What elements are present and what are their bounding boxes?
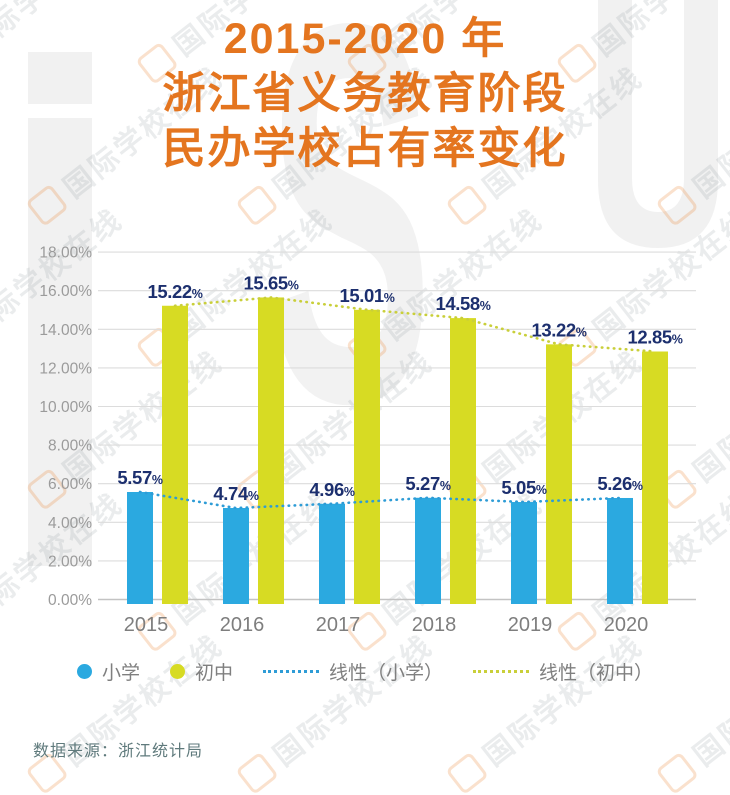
chart-legend: 小学 初中 线性（小学） 线性（初中） (0, 658, 730, 685)
y-axis-tick-label: 8.00% (48, 438, 92, 455)
value-label-primary-2017: 4.96% (309, 479, 354, 500)
x-axis-label-2018: 2018 (412, 614, 457, 636)
value-label-primary-2015: 5.57% (117, 467, 162, 488)
trendline-middle (173, 296, 657, 353)
bar-primary-2016 (223, 508, 249, 604)
x-axis-label-2020: 2020 (604, 614, 649, 636)
bar-middle-2018 (450, 318, 476, 604)
legend-marker-dot-middle (169, 664, 185, 679)
x-axis-label-2016: 2016 (220, 614, 265, 636)
value-label-primary-2016: 4.74% (213, 483, 258, 504)
legend-item-trend-primary: 线性（小学） (263, 658, 443, 685)
bar-middle-2015 (162, 305, 188, 604)
watermark-letter-s: S (267, 0, 433, 516)
x-axis-label-2017: 2017 (316, 614, 361, 636)
value-label-middle-2018: 14.58% (435, 293, 490, 314)
watermark-letter-i-dot (28, 52, 92, 104)
legend-label: 线性（初中） (539, 663, 654, 684)
watermark-letter-u (598, 0, 718, 248)
legend-marker-dotted-line-middle (473, 670, 530, 673)
y-axis-tick-label: 0.00% (48, 592, 92, 609)
bar-primary-2020 (607, 497, 633, 604)
x-axis-label-2015: 2015 (124, 614, 169, 636)
chart-title: 2015-2020 年 浙江省义务教育阶段 民办学校占有率变化 (0, 12, 730, 177)
y-axis-tick-label: 2.00% (48, 553, 92, 570)
y-axis-tick-label: 18.00% (39, 245, 92, 262)
legend-item-middle-school: 初中 (169, 658, 233, 685)
value-label-middle-2015: 15.22% (147, 281, 202, 302)
value-label-primary-2018: 5.27% (405, 473, 450, 494)
legend-label: 线性（小学） (329, 663, 444, 684)
value-label-middle-2017: 15.01% (339, 285, 394, 306)
legend-marker-dot-primary (76, 664, 92, 679)
value-label-primary-2020: 5.26% (597, 473, 642, 494)
y-axis-tick-label: 16.00% (39, 283, 92, 300)
legend-item-primary-school: 小学 (76, 658, 140, 685)
watermark-letter-i-stem (28, 118, 92, 566)
bar-primary-2018 (415, 497, 441, 604)
legend-marker-dotted-line-primary (263, 670, 319, 673)
value-label-primary-2019: 5.05% (501, 477, 546, 498)
x-axis-label-2019: 2019 (508, 614, 553, 636)
trendline-primary (138, 490, 622, 510)
data-source-note: 数据来源：浙江统计局 (33, 743, 204, 760)
y-axis-tick-label: 12.00% (39, 360, 92, 377)
title-line-3: 民办学校占有率变化 (162, 125, 568, 173)
title-line-2: 浙江省义务教育阶段 (162, 70, 568, 118)
legend-item-trend-middle: 线性（初中） (473, 658, 653, 685)
y-axis-tick-label: 14.00% (39, 322, 92, 339)
value-label-middle-2016: 15.65% (243, 272, 298, 293)
y-axis-tick-label: 6.00% (48, 476, 92, 493)
y-axis-tick-label: 10.00% (39, 399, 92, 416)
legend-label: 小学 (101, 663, 140, 684)
bar-primary-2019 (511, 502, 537, 604)
bar-primary-2017 (319, 503, 345, 604)
value-label-middle-2019: 13.22% (531, 319, 586, 340)
bar-primary-2015 (127, 491, 153, 604)
bar-middle-2017 (354, 309, 380, 604)
bar-middle-2020 (642, 351, 668, 604)
title-line-1: 2015-2020 年 (223, 15, 507, 63)
legend-label: 初中 (194, 663, 233, 684)
bar-middle-2019 (546, 344, 572, 604)
y-axis-tick-label: 4.00% (48, 515, 92, 532)
bar-middle-2016 (258, 297, 284, 604)
value-label-middle-2020: 12.85% (627, 326, 682, 347)
